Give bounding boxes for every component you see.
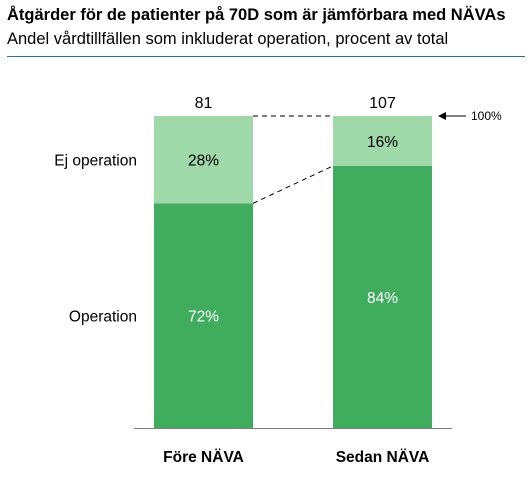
- chart-title: Åtgärder för de patienter på 70D som är …: [7, 6, 506, 24]
- segment-data-label: 16%: [367, 134, 398, 151]
- bar-segment-ej-operation-1: [154, 116, 253, 204]
- title-divider: [7, 56, 525, 57]
- annotation-100-percent: 100%: [471, 109, 502, 123]
- segment-data-label: 72%: [188, 309, 219, 326]
- segment-data-label: 28%: [188, 153, 219, 170]
- category-label: Före NÄVA: [163, 449, 244, 466]
- legend-label-ej-operation: Ej operation: [54, 153, 137, 170]
- connector-line-operation: [252, 165, 334, 204]
- bar-segment-operation-1: [154, 203, 253, 428]
- bar-total-label: 107: [369, 95, 396, 112]
- segment-data-label: 84%: [367, 290, 398, 307]
- bar-total-label: 81: [195, 95, 213, 112]
- annotation-arrowhead: [438, 112, 446, 120]
- legend-label-operation: Operation: [69, 309, 137, 326]
- bar-segment-ej-operation-2: [333, 116, 432, 166]
- category-label: Sedan NÄVA: [336, 449, 430, 466]
- bar-segment-operation-2: [333, 165, 432, 429]
- chart-subtitle: Andel vårdtillfällen som inkluderat oper…: [7, 30, 449, 48]
